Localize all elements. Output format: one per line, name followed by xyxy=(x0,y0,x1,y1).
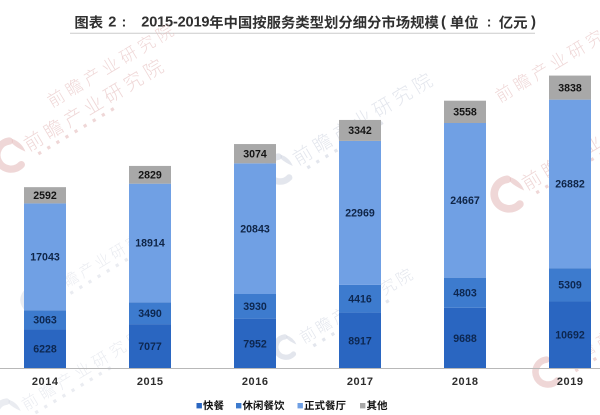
svg-text:3490: 3490 xyxy=(138,308,162,320)
svg-text:2015: 2015 xyxy=(137,376,164,388)
svg-text:2018: 2018 xyxy=(452,376,479,388)
svg-text:3930: 3930 xyxy=(243,301,267,313)
svg-text:3838: 3838 xyxy=(558,82,582,94)
svg-text:2016: 2016 xyxy=(242,376,269,388)
svg-text:4416: 4416 xyxy=(348,294,372,306)
svg-text:7077: 7077 xyxy=(138,341,162,353)
svg-text:3063: 3063 xyxy=(33,315,57,327)
svg-text:(: ( xyxy=(441,13,446,30)
svg-text:5309: 5309 xyxy=(558,280,582,292)
svg-text:20843: 20843 xyxy=(240,223,270,235)
svg-text:24667: 24667 xyxy=(450,195,480,207)
svg-text:4803: 4803 xyxy=(453,287,477,299)
svg-text:2014: 2014 xyxy=(32,376,59,388)
svg-text:2019: 2019 xyxy=(557,376,584,388)
svg-text:3342: 3342 xyxy=(348,125,372,137)
svg-text:2829: 2829 xyxy=(138,170,162,182)
svg-text:10692: 10692 xyxy=(555,330,585,342)
svg-text:2015-2019: 2015-2019 xyxy=(141,14,209,30)
svg-text::: : xyxy=(122,13,127,29)
svg-text:3074: 3074 xyxy=(243,148,267,160)
svg-text:9688: 9688 xyxy=(453,333,477,345)
svg-text:3558: 3558 xyxy=(453,107,477,119)
svg-text:2017: 2017 xyxy=(347,376,374,388)
svg-text:8917: 8917 xyxy=(348,335,372,347)
svg-text:26882: 26882 xyxy=(555,179,585,191)
svg-text:22969: 22969 xyxy=(345,208,375,220)
svg-text:6228: 6228 xyxy=(33,344,57,356)
svg-text:2592: 2592 xyxy=(33,190,57,202)
svg-text:7952: 7952 xyxy=(243,338,267,350)
svg-text:17043: 17043 xyxy=(30,252,60,264)
svg-text::: : xyxy=(487,13,492,29)
svg-text:18914: 18914 xyxy=(135,238,165,250)
svg-text:2: 2 xyxy=(108,14,116,30)
svg-text:): ) xyxy=(531,13,536,30)
